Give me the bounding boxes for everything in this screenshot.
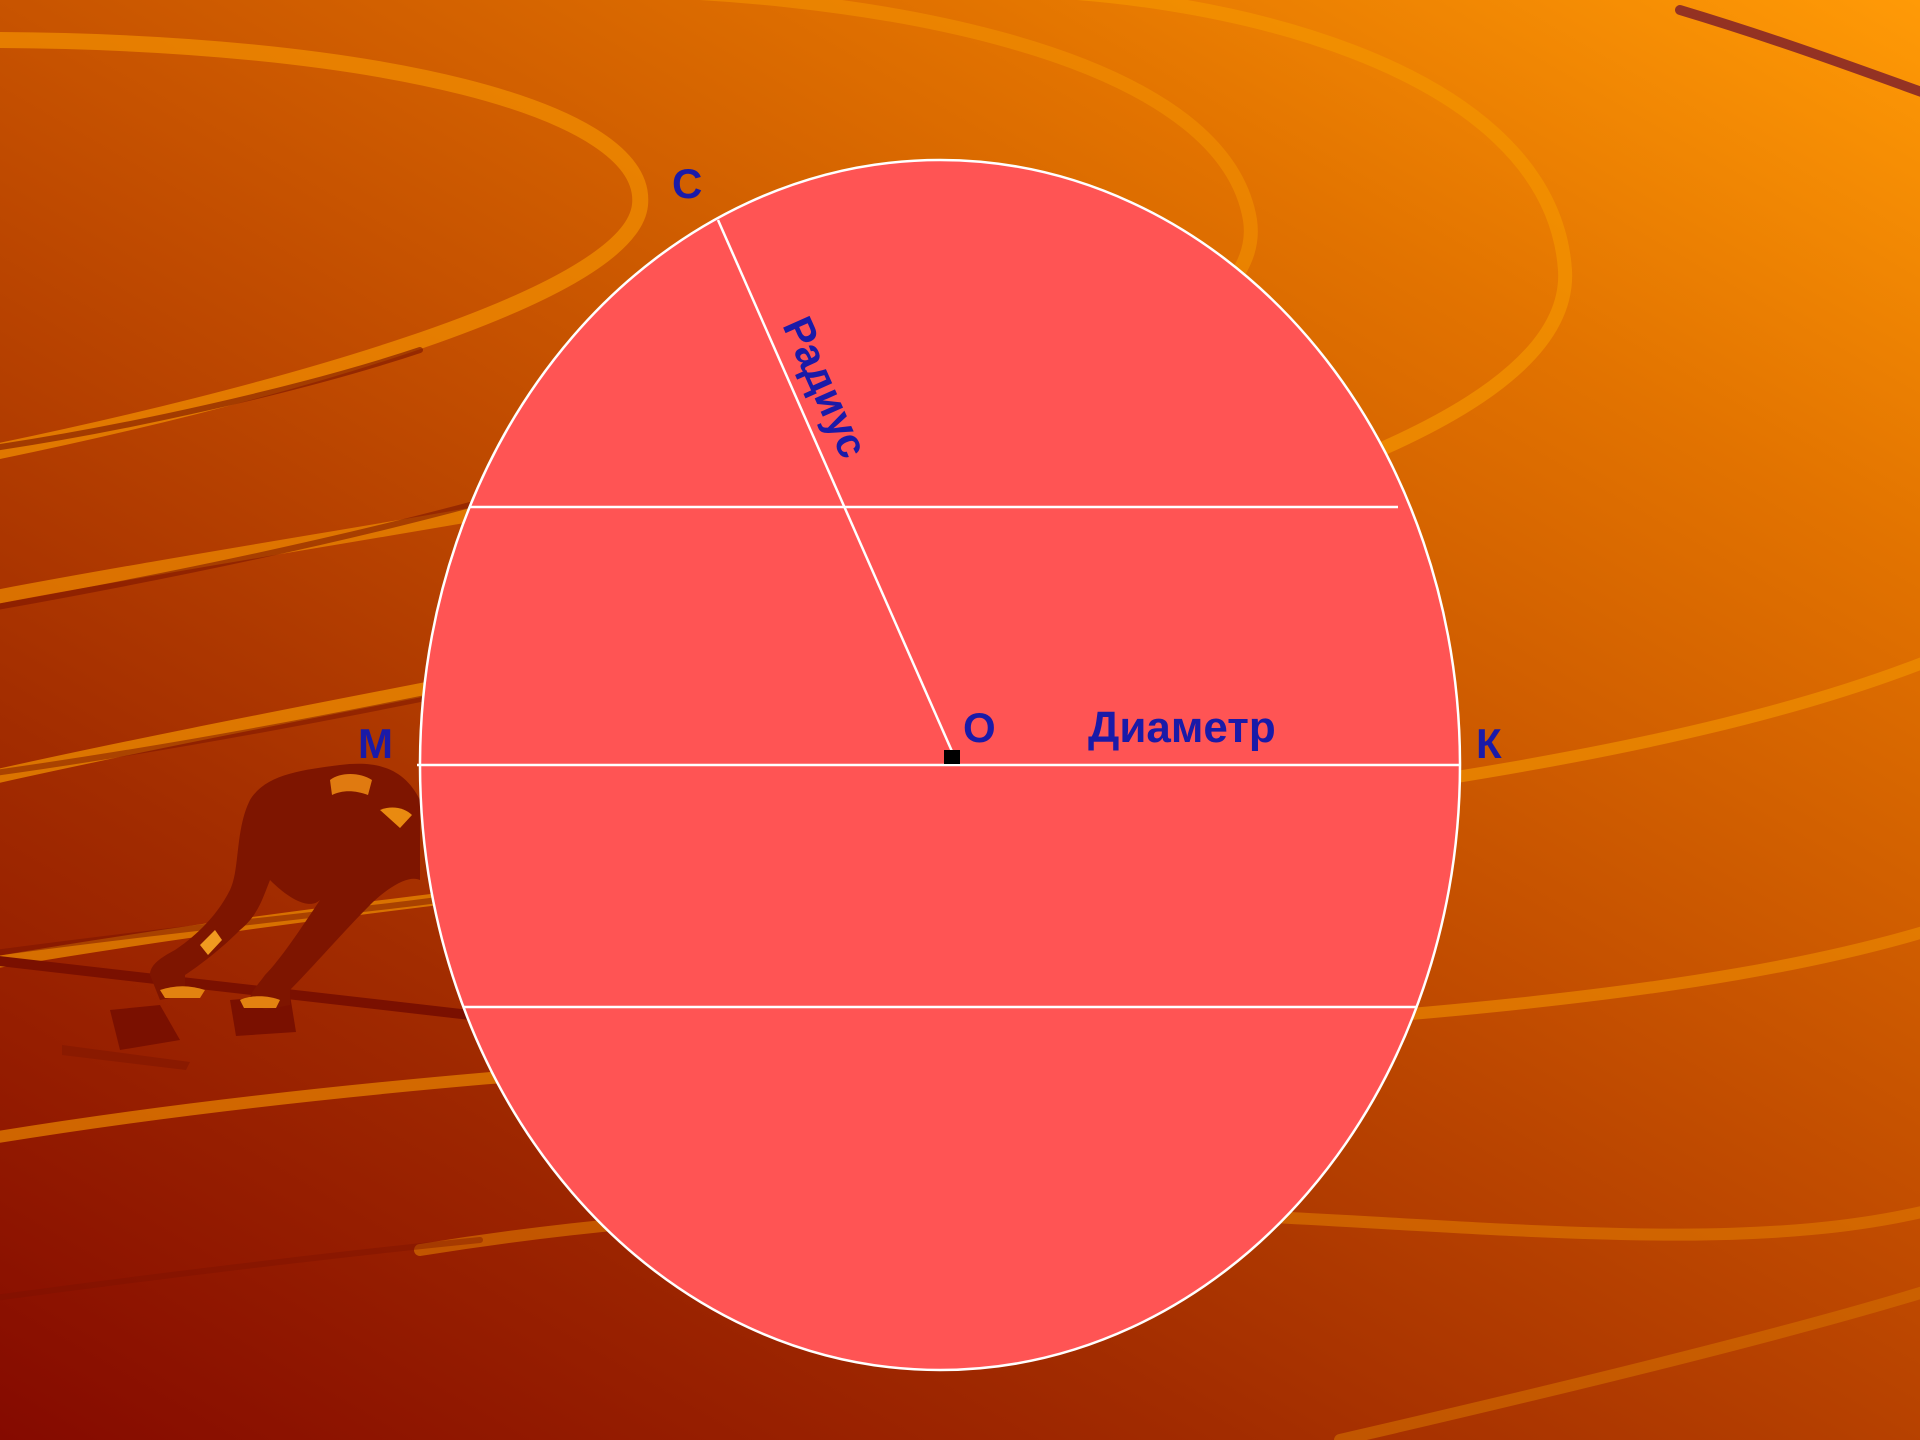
track-lane-shadow bbox=[0, 347, 423, 451]
track-lane-shadow bbox=[0, 502, 473, 610]
point-o-label: О bbox=[963, 704, 996, 751]
sprinter-icon bbox=[0, 763, 470, 1070]
radius-line bbox=[716, 219, 960, 766]
point-m-label: М bbox=[358, 720, 393, 767]
track-lane-shadow bbox=[0, 1237, 483, 1301]
track-lane-line bbox=[1334, 1286, 1920, 1440]
point-k-label: К bbox=[1476, 720, 1502, 767]
point-c-label: С bbox=[672, 160, 702, 207]
diameter-label: Диаметр bbox=[1088, 703, 1276, 752]
track-lane-line bbox=[0, 32, 649, 460]
center-point bbox=[944, 750, 960, 764]
track-lane-shadow bbox=[1675, 5, 1920, 97]
